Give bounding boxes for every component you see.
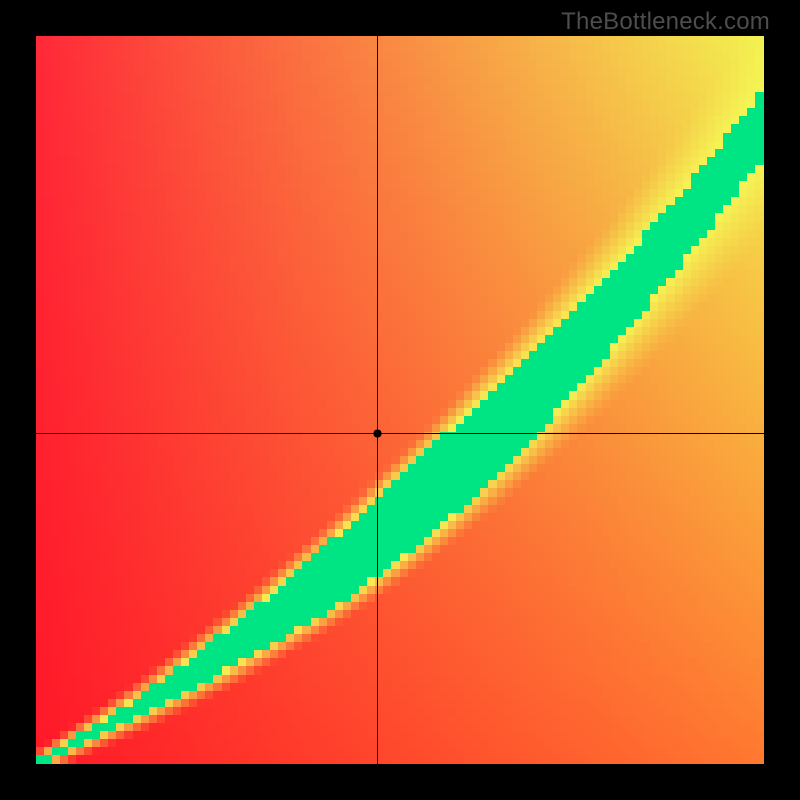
heatmap-canvas: [36, 36, 764, 764]
watermark-text: TheBottleneck.com: [561, 8, 770, 36]
heatmap-plot: [36, 36, 764, 764]
chart-container: { "watermark": "TheBottleneck.com", "can…: [0, 0, 800, 800]
